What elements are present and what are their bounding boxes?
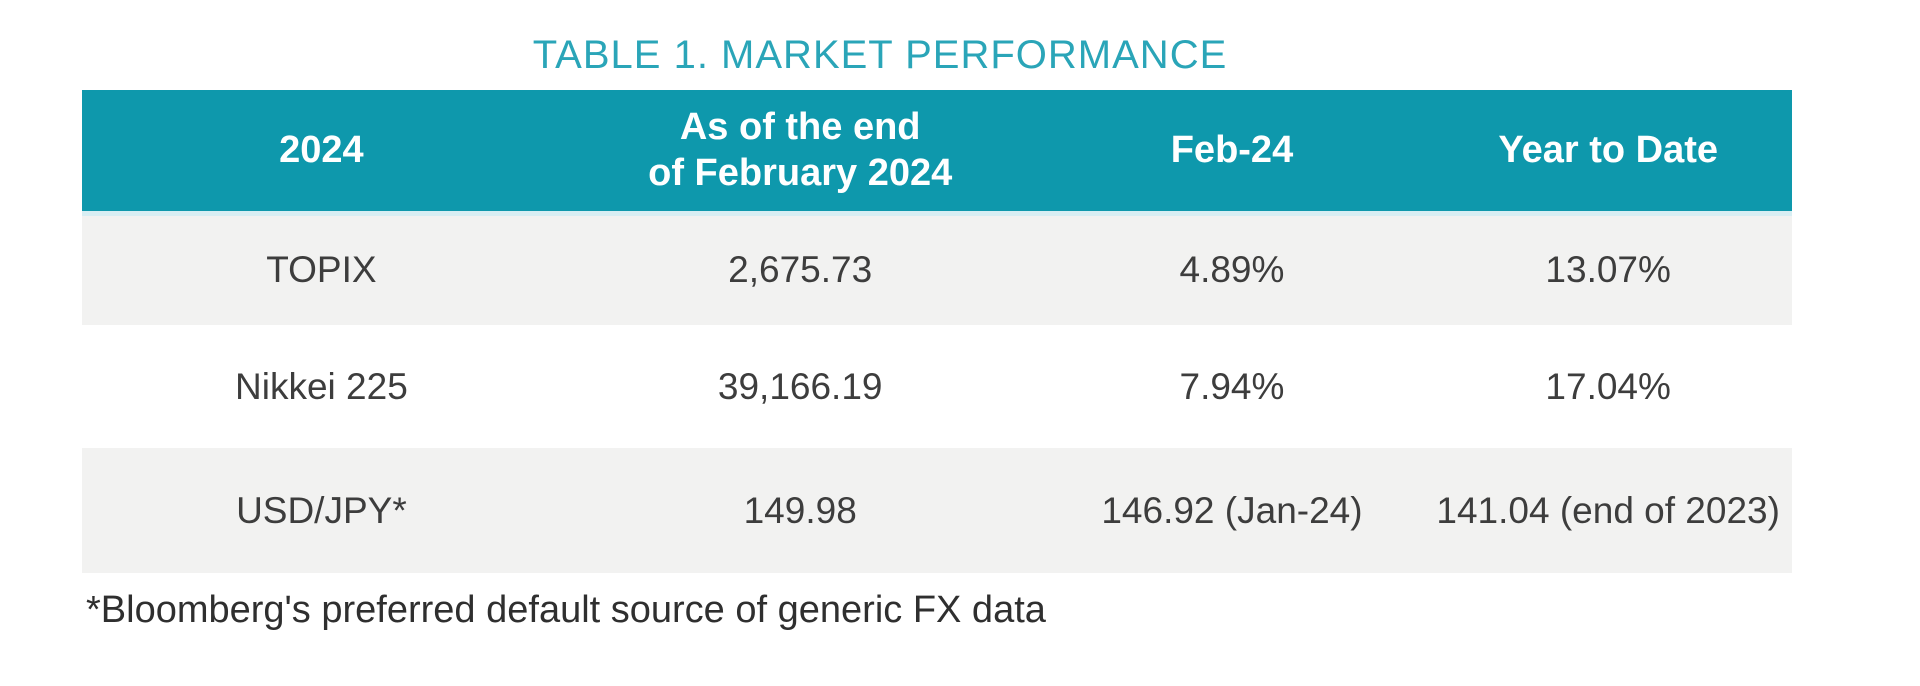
table-row-usd-jpy: USD/JPY* 149.98 146.92 (Jan-24) 141.04 (…: [82, 448, 1792, 573]
cell-ytd: 17.04%: [1545, 365, 1671, 407]
row-label: USD/JPY*: [236, 489, 407, 531]
cell-feb24: 4.89%: [1179, 249, 1285, 291]
col-header-label: 2024: [279, 129, 364, 172]
col-header-label-line2: of February 2024: [648, 152, 953, 195]
col-header-label: Feb-24: [1170, 129, 1294, 172]
cell-feb24: 146.92 (Jan-24): [1101, 489, 1363, 531]
table-row-topix: TOPIX 2,675.73 4.89% 13.07%: [82, 213, 1792, 325]
market-performance-table: 2024 As of the end of February 2024 Feb-…: [82, 90, 1792, 573]
table-header-row: 2024 As of the end of February 2024 Feb-…: [82, 90, 1792, 216]
cell-ytd: 13.07%: [1545, 249, 1671, 291]
cell-end-feb: 39,166.19: [717, 365, 883, 407]
col-header-year-to-date: Year to Date: [1424, 90, 1792, 216]
cell-end-feb: 2,675.73: [728, 249, 873, 291]
table-row-nikkei-225: Nikkei 225 39,166.19 7.94% 17.04%: [82, 325, 1792, 448]
table-footnote: *Bloomberg's preferred default source of…: [86, 589, 1046, 631]
row-label: TOPIX: [266, 249, 377, 291]
table-title: TABLE 1. MARKET PERFORMANCE: [532, 33, 1228, 77]
col-header-feb-24: Feb-24: [1039, 90, 1425, 216]
cell-feb24: 7.94%: [1179, 365, 1285, 407]
col-header-end-of-february: As of the end of February 2024: [560, 90, 1040, 216]
cell-end-feb: 149.98: [743, 489, 857, 531]
cell-ytd: 141.04 (end of 2023): [1436, 489, 1780, 531]
col-header-2024: 2024: [82, 90, 561, 216]
col-header-label-line1: As of the end: [679, 105, 921, 148]
row-label: Nikkei 225: [235, 365, 408, 407]
col-header-label: Year to Date: [1498, 129, 1718, 172]
